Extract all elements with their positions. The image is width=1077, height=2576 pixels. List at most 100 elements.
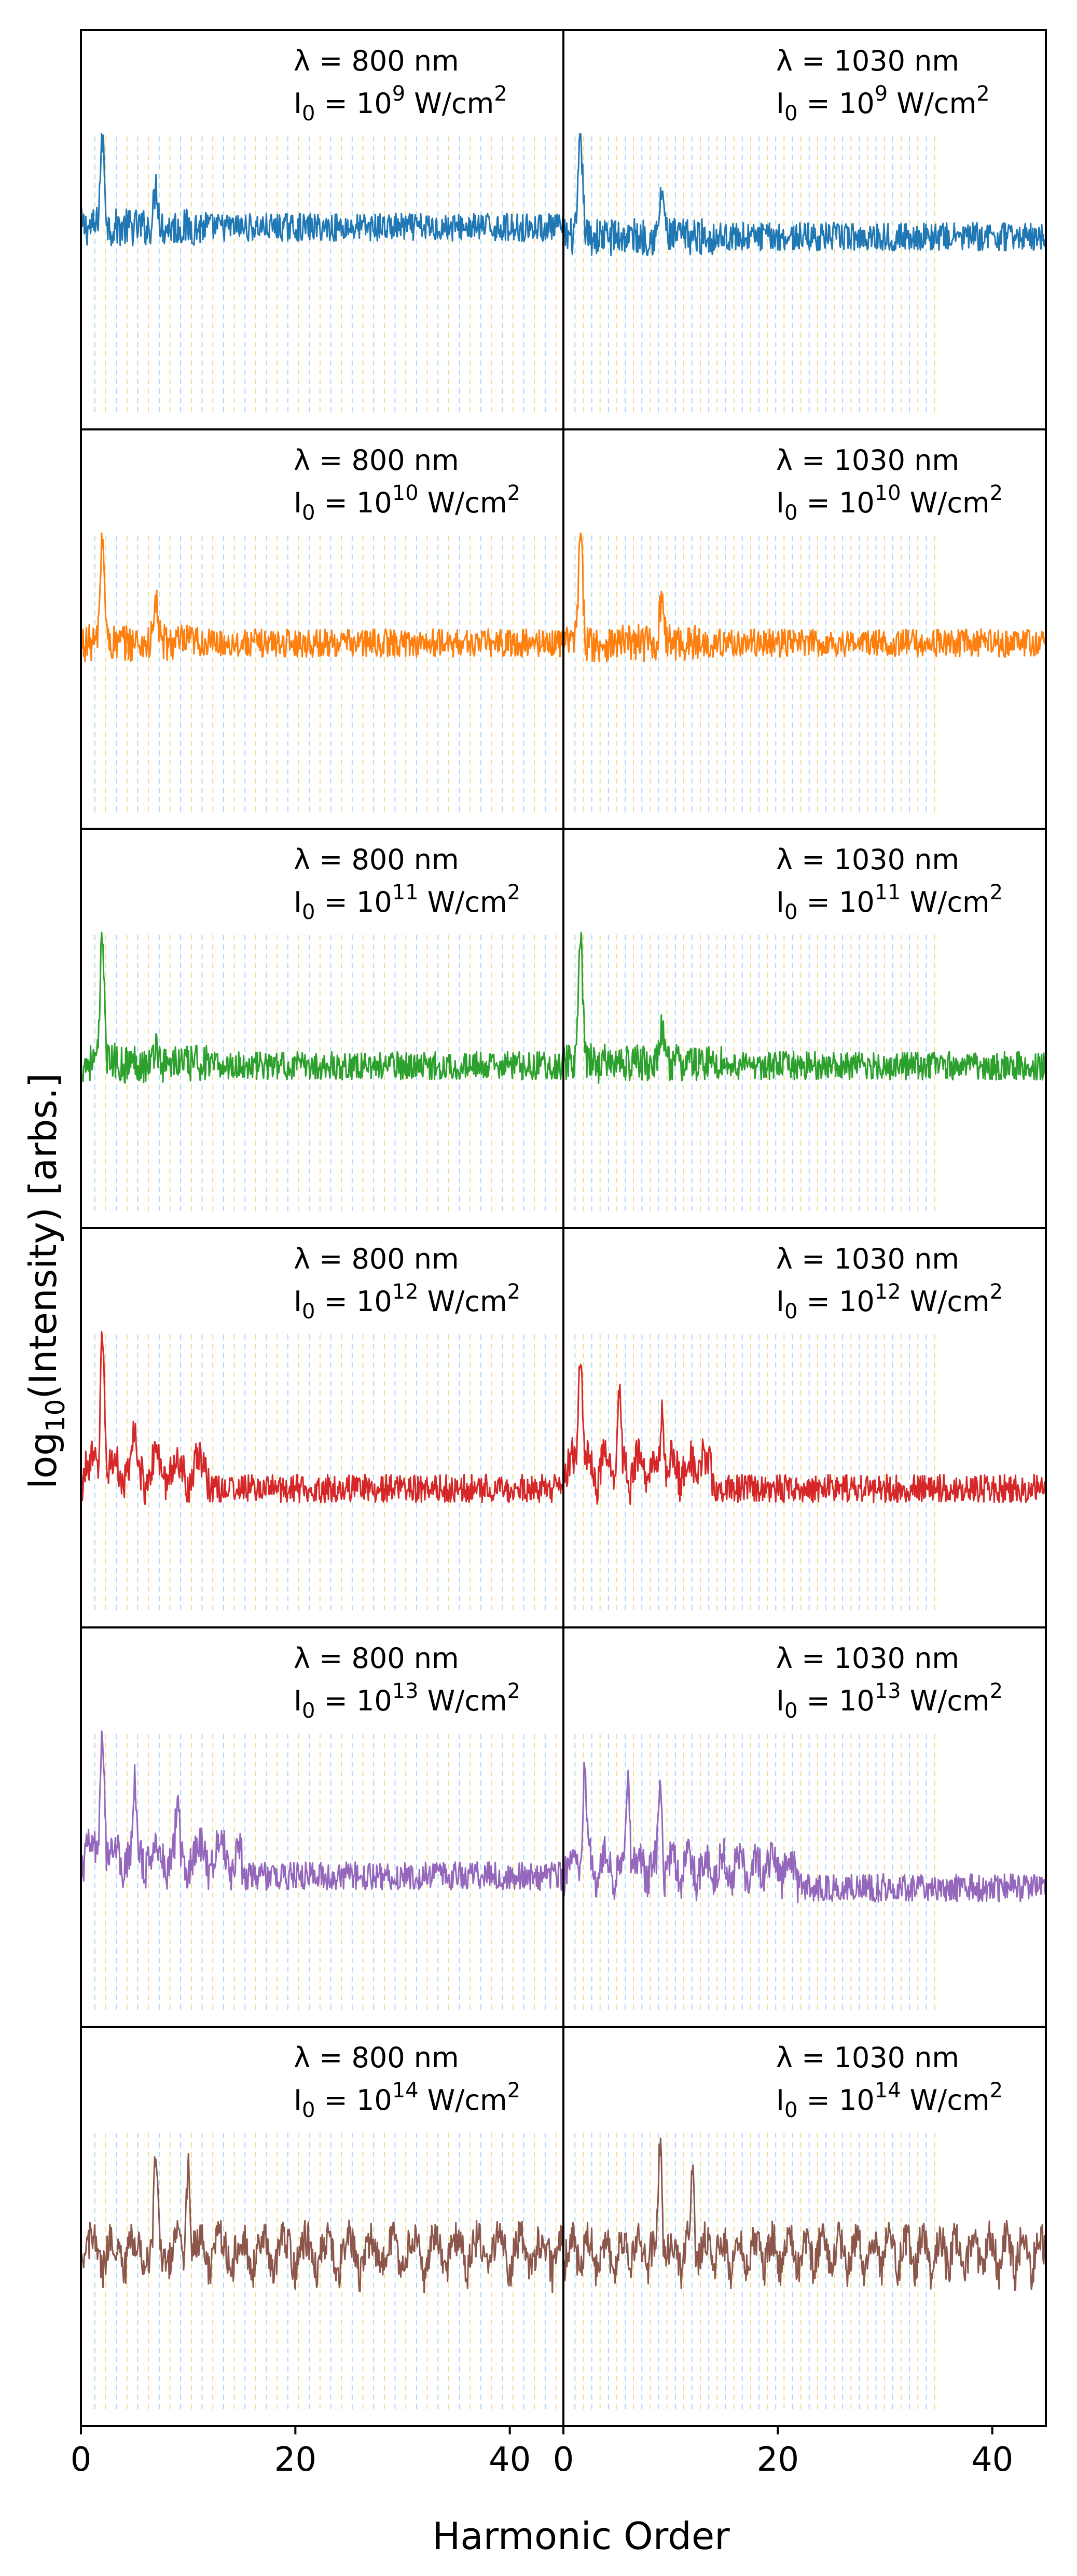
spectrum-series-line bbox=[562, 532, 1047, 663]
intensity-label-base: = 10 bbox=[315, 1684, 392, 1717]
intensity-label-base: = 10 bbox=[315, 1285, 392, 1318]
intensity-label-subscript: 0 bbox=[784, 2098, 797, 2122]
intensity-label-unit: W/cm bbox=[888, 87, 976, 120]
intensity-label-unit-exponent: 2 bbox=[976, 82, 989, 106]
wavelength-label: λ = 1030 nm bbox=[776, 843, 959, 876]
intensity-label-unit-exponent: 2 bbox=[990, 481, 1003, 505]
wavelength-label: λ = 800 nm bbox=[294, 1243, 459, 1275]
intensity-label-symbol: I bbox=[294, 486, 302, 519]
x-tick-label: 40 bbox=[489, 2441, 531, 2479]
wavelength-label: λ = 1030 nm bbox=[776, 1243, 959, 1275]
spectrum-series-line bbox=[562, 133, 1047, 256]
intensity-label-unit: W/cm bbox=[419, 1285, 507, 1318]
intensity-label: I0 = 1013 W/cm2 bbox=[294, 1679, 520, 1723]
intensity-label-subscript: 0 bbox=[784, 900, 797, 924]
x-axis: 0 20 40 0 20 40 bbox=[71, 2426, 1013, 2479]
x-tick-label: 40 bbox=[971, 2441, 1013, 2479]
intensity-label-exponent: 10 bbox=[392, 481, 419, 505]
spectrum-series-line bbox=[80, 2153, 564, 2293]
intensity-label-symbol: I bbox=[294, 886, 302, 918]
panel-frames bbox=[80, 29, 1047, 2427]
intensity-label: I0 = 109 W/cm2 bbox=[294, 82, 507, 126]
intensity-label: I0 = 1012 W/cm2 bbox=[776, 1280, 1003, 1324]
spectra-layer bbox=[80, 133, 1047, 2293]
spectrum-series-line bbox=[80, 1730, 564, 1891]
intensity-label-exponent: 14 bbox=[875, 2079, 901, 2102]
intensity-label-symbol: I bbox=[776, 1684, 784, 1717]
intensity-label-symbol: I bbox=[776, 886, 784, 918]
x-tick-label: 0 bbox=[71, 2441, 92, 2479]
x-tick-label: 20 bbox=[757, 2441, 799, 2479]
intensity-label: I0 = 1010 W/cm2 bbox=[294, 481, 520, 525]
intensity-label-unit-exponent: 2 bbox=[507, 2079, 520, 2102]
intensity-label-subscript: 0 bbox=[784, 1699, 797, 1723]
intensity-label-subscript: 0 bbox=[302, 1699, 315, 1723]
intensity-label: I0 = 1010 W/cm2 bbox=[776, 481, 1003, 525]
intensity-label-base: = 10 bbox=[797, 1285, 874, 1318]
intensity-label-base: = 10 bbox=[315, 886, 392, 918]
intensity-label-unit: W/cm bbox=[419, 1684, 507, 1717]
intensity-label-subscript: 0 bbox=[302, 1300, 315, 1324]
intensity-label-unit-exponent: 2 bbox=[990, 2079, 1003, 2102]
intensity-label-base: = 10 bbox=[315, 486, 392, 519]
wavelength-label: λ = 800 nm bbox=[294, 45, 459, 77]
intensity-label-exponent: 13 bbox=[875, 1679, 901, 1703]
intensity-label-exponent: 13 bbox=[392, 1679, 419, 1703]
wavelength-label: λ = 800 nm bbox=[294, 843, 459, 876]
wavelength-label: λ = 1030 nm bbox=[776, 1642, 959, 1675]
intensity-label-exponent: 11 bbox=[875, 881, 901, 904]
intensity-label-base: = 10 bbox=[797, 1684, 874, 1717]
intensity-label-subscript: 0 bbox=[302, 501, 315, 525]
intensity-label-unit-exponent: 2 bbox=[507, 1280, 520, 1304]
y-axis-title-rest: (Intensity) [arbs.] bbox=[21, 1073, 65, 1399]
x-axis-title: Harmonic Order bbox=[432, 2514, 730, 2558]
intensity-label-exponent: 12 bbox=[875, 1280, 901, 1304]
spectrum-series-line bbox=[562, 1761, 1047, 1903]
intensity-label-exponent: 9 bbox=[392, 82, 405, 106]
wavelength-label: λ = 1030 nm bbox=[776, 2041, 959, 2074]
intensity-label: I0 = 1011 W/cm2 bbox=[294, 881, 520, 924]
wavelength-label: λ = 800 nm bbox=[294, 2041, 459, 2074]
spectrum-series-line bbox=[80, 931, 564, 1084]
intensity-label-unit-exponent: 2 bbox=[507, 1679, 520, 1703]
intensity-label-unit-exponent: 2 bbox=[507, 881, 520, 904]
intensity-label-symbol: I bbox=[294, 1684, 302, 1717]
intensity-label-symbol: I bbox=[776, 87, 784, 120]
intensity-label-subscript: 0 bbox=[302, 102, 315, 126]
intensity-label-base: = 10 bbox=[315, 2084, 392, 2117]
wavelength-label: λ = 800 nm bbox=[294, 444, 459, 477]
intensity-label-unit: W/cm bbox=[901, 886, 990, 918]
wavelength-label: λ = 800 nm bbox=[294, 1642, 459, 1675]
intensity-label-unit-exponent: 2 bbox=[990, 1280, 1003, 1304]
y-axis-title-log: log bbox=[21, 1432, 65, 1489]
intensity-label-unit: W/cm bbox=[901, 2084, 990, 2117]
intensity-label-exponent: 9 bbox=[875, 82, 888, 106]
y-axis-title-subscript: 10 bbox=[40, 1399, 71, 1432]
y-axis-title: log10(Intensity) [arbs.] bbox=[21, 1073, 71, 1489]
intensity-label-unit: W/cm bbox=[901, 1285, 990, 1318]
intensity-label: I0 = 1014 W/cm2 bbox=[776, 2079, 1003, 2122]
intensity-label-symbol: I bbox=[294, 87, 302, 120]
intensity-label-base: = 10 bbox=[797, 2084, 874, 2117]
intensity-label: I0 = 1014 W/cm2 bbox=[294, 2079, 520, 2122]
intensity-label: I0 = 109 W/cm2 bbox=[776, 82, 990, 126]
intensity-label-unit: W/cm bbox=[419, 486, 507, 519]
intensity-label-exponent: 12 bbox=[392, 1280, 419, 1304]
intensity-label: I0 = 1013 W/cm2 bbox=[776, 1679, 1003, 1723]
intensity-label-unit: W/cm bbox=[419, 2084, 507, 2117]
intensity-label-unit-exponent: 2 bbox=[494, 82, 507, 106]
panel-frame bbox=[562, 2026, 1047, 2427]
wavelength-label: λ = 1030 nm bbox=[776, 444, 959, 477]
intensity-label-unit-exponent: 2 bbox=[990, 881, 1003, 904]
spectrum-series-line bbox=[562, 1363, 1047, 1506]
intensity-label-base: = 10 bbox=[797, 886, 874, 918]
intensity-label-unit-exponent: 2 bbox=[507, 481, 520, 505]
intensity-label-exponent: 14 bbox=[392, 2079, 419, 2102]
spectrum-series-line bbox=[80, 532, 564, 663]
intensity-label-subscript: 0 bbox=[302, 900, 315, 924]
x-tick-label: 20 bbox=[274, 2441, 316, 2479]
intensity-label-base: = 10 bbox=[797, 486, 874, 519]
intensity-label: I0 = 1011 W/cm2 bbox=[776, 881, 1003, 924]
intensity-label-symbol: I bbox=[294, 1285, 302, 1318]
